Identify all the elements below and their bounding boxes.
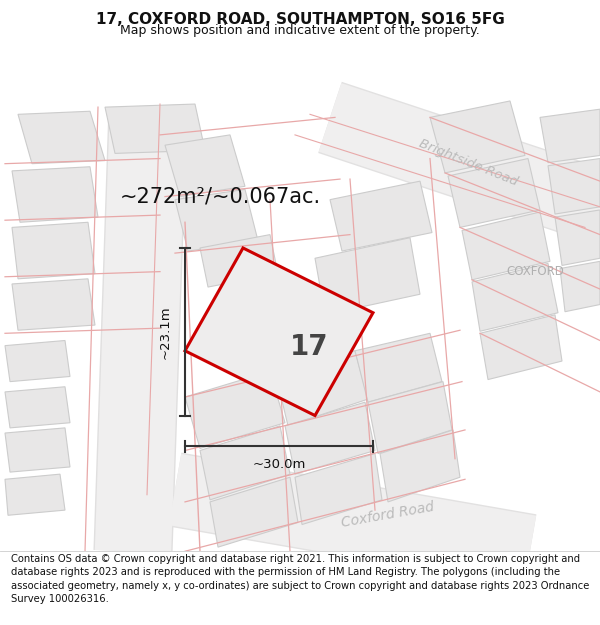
Text: COXFORD: COXFORD — [506, 265, 564, 278]
Text: 17, COXFORD ROAD, SOUTHAMPTON, SO16 5FG: 17, COXFORD ROAD, SOUTHAMPTON, SO16 5FG — [95, 12, 505, 27]
Polygon shape — [185, 371, 285, 449]
Polygon shape — [548, 159, 600, 214]
Polygon shape — [368, 382, 452, 454]
Polygon shape — [165, 135, 245, 197]
Polygon shape — [175, 189, 258, 251]
Polygon shape — [355, 333, 442, 402]
Polygon shape — [555, 210, 600, 266]
Polygon shape — [210, 478, 298, 547]
Text: ~23.1m: ~23.1m — [158, 305, 172, 359]
Polygon shape — [295, 454, 382, 524]
Text: Map shows position and indicative extent of the property.: Map shows position and indicative extent… — [120, 24, 480, 37]
Polygon shape — [105, 104, 205, 153]
Text: 17: 17 — [290, 333, 328, 361]
Polygon shape — [5, 341, 70, 382]
Polygon shape — [12, 222, 95, 279]
Polygon shape — [200, 234, 278, 287]
Polygon shape — [315, 238, 420, 315]
Polygon shape — [480, 315, 562, 379]
Polygon shape — [330, 181, 432, 251]
Text: Coxford Road: Coxford Road — [340, 500, 436, 531]
Polygon shape — [275, 351, 368, 426]
Text: ~30.0m: ~30.0m — [253, 458, 305, 471]
Polygon shape — [472, 263, 558, 331]
Polygon shape — [430, 101, 525, 173]
Polygon shape — [5, 428, 70, 472]
Polygon shape — [185, 248, 373, 416]
Text: Contains OS data © Crown copyright and database right 2021. This information is : Contains OS data © Crown copyright and d… — [11, 554, 589, 604]
Polygon shape — [18, 111, 105, 164]
Polygon shape — [560, 261, 600, 312]
Polygon shape — [380, 430, 460, 502]
Polygon shape — [285, 402, 375, 474]
Polygon shape — [5, 387, 70, 428]
Polygon shape — [12, 279, 95, 330]
Polygon shape — [12, 167, 98, 222]
Text: ~272m²/~0.067ac.: ~272m²/~0.067ac. — [119, 187, 320, 207]
Text: Brightside Road: Brightside Road — [417, 137, 519, 188]
Polygon shape — [448, 159, 540, 228]
Polygon shape — [200, 426, 290, 500]
Polygon shape — [540, 109, 600, 162]
Polygon shape — [5, 474, 65, 515]
Polygon shape — [462, 212, 550, 280]
